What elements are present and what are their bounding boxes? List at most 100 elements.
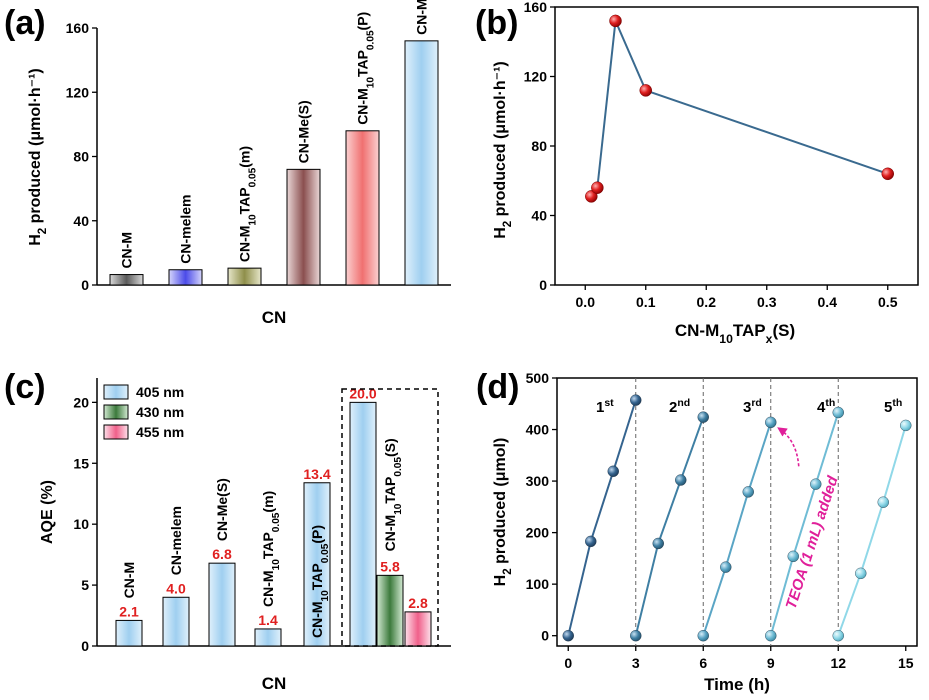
data-point <box>697 411 709 423</box>
y-tick-label: 120 <box>66 84 90 100</box>
y-tick-label: 20 <box>73 394 89 410</box>
x-tick-label: 9 <box>767 655 775 671</box>
data-point <box>630 394 642 406</box>
data-point <box>900 419 912 432</box>
legend-swatch <box>103 404 129 420</box>
panel-label-d: (d) <box>476 368 519 406</box>
bar <box>109 274 144 286</box>
y-tick-label: 80 <box>73 149 89 165</box>
x-axis-title: CN <box>262 674 287 693</box>
bar-value-label: 6.8 <box>212 546 232 562</box>
x-tick-label: 15 <box>898 655 914 671</box>
bar-category-label: CN-Me(S) <box>214 478 230 541</box>
y-axis-title: H2 produced (μmol·h⁻¹) <box>27 68 49 246</box>
series-line <box>837 425 907 637</box>
legend-label: 405 nm <box>136 384 184 400</box>
bar <box>286 168 321 286</box>
x-axis-title: CN <box>262 308 287 327</box>
y-tick-label: 10 <box>73 516 89 532</box>
legend-label: 430 nm <box>136 404 184 420</box>
y-tick-label: 0 <box>81 277 89 293</box>
data-point <box>630 629 642 642</box>
highlight-box <box>341 388 439 647</box>
panel-d-stability-chart: 0 100 200 300 400 500 0 3 6 9 12 15 1st 2nd 3rd 4th 5th T… <box>492 370 918 694</box>
bar-category-label: CN-M <box>119 232 135 269</box>
y-tick-label: 200 <box>526 525 550 541</box>
series-line <box>567 399 637 636</box>
bar-category-label: CN-M10TAP0.05(S) <box>382 438 404 551</box>
cycle-label: 1st <box>596 397 614 416</box>
bar-value-label: 13.4 <box>303 466 330 482</box>
bar <box>349 401 377 647</box>
y-tick-label: 5 <box>81 577 89 593</box>
y-tick-label: 160 <box>66 20 90 36</box>
data-point <box>832 629 844 642</box>
annotation-arrow <box>777 427 800 467</box>
cycle-label: 5th <box>884 397 902 416</box>
x-tick-label: 0.1 <box>636 294 656 310</box>
bar-value-label: 20.0 <box>349 385 376 401</box>
x-tick-label: 0.3 <box>757 294 777 310</box>
bar-value-label: 2.8 <box>408 595 428 611</box>
bar-value-label: 1.4 <box>258 612 278 628</box>
x-tick-label: 3 <box>632 655 640 671</box>
plot-frame <box>556 377 918 647</box>
y-tick-label: 120 <box>524 69 548 85</box>
data-point <box>765 416 777 429</box>
series-line <box>590 17 889 197</box>
x-tick-label: 12 <box>830 655 846 671</box>
bar <box>303 482 331 647</box>
legend-swatch <box>103 384 129 400</box>
data-point <box>765 629 777 642</box>
legend-label: 455 nm <box>136 424 184 440</box>
bar-value-label: 2.1 <box>119 603 139 619</box>
bar-category-label: CN-melem <box>168 506 184 575</box>
data-point <box>585 535 597 548</box>
y-tick-label: 300 <box>526 473 550 489</box>
bar-category-label: CN-Me(S) <box>296 100 312 163</box>
data-point <box>607 465 619 477</box>
data-point <box>591 181 604 194</box>
data-point <box>609 14 622 28</box>
bar <box>162 596 190 647</box>
panel-label-a: (a) <box>4 4 46 42</box>
data-point <box>652 537 664 550</box>
data-point <box>832 406 844 419</box>
plot-frame <box>554 6 919 286</box>
y-tick-label: 0 <box>541 628 549 644</box>
data-point <box>720 561 732 573</box>
x-tick-label: 0.4 <box>818 294 838 310</box>
legend-swatch <box>103 424 129 440</box>
panel-b-line-chart: 0 40 80 120 160 0.0 0.1 0.2 0.3 0.4 0.5 H2 produced… <box>492 0 919 346</box>
data-point <box>675 474 687 486</box>
bar <box>345 130 380 286</box>
bar <box>168 269 203 286</box>
x-tick-label: 0 <box>564 655 572 671</box>
bar <box>115 619 143 647</box>
y-tick-label: 0 <box>539 277 547 293</box>
bar <box>227 267 262 286</box>
y-tick-label: 80 <box>531 138 547 154</box>
bar <box>254 628 282 647</box>
x-tick-label: 0.2 <box>697 294 717 310</box>
y-tick-label: 100 <box>526 576 550 592</box>
cycle-label: 4th <box>817 397 835 416</box>
bar <box>404 40 439 286</box>
data-point <box>639 84 652 97</box>
x-axis-title: Time (h) <box>704 675 770 694</box>
bar-category-label: CN-M10TAP0.05(P) <box>309 525 331 638</box>
bar <box>376 574 404 647</box>
bar-category-label: CN-M10TAP0.05(S) <box>414 0 436 35</box>
x-tick-label: 0.5 <box>878 294 898 310</box>
data-point <box>855 567 867 580</box>
data-point <box>697 629 709 642</box>
y-axis-title: AQE (%) <box>39 480 56 544</box>
y-tick-label: 15 <box>73 455 89 471</box>
data-point <box>810 478 822 490</box>
y-tick-label: 160 <box>524 0 548 15</box>
cycle-label: 3rd <box>743 397 762 416</box>
data-point <box>742 486 754 498</box>
panel-label-c: (c) <box>4 368 46 406</box>
cycle-label: 2nd <box>669 397 690 416</box>
